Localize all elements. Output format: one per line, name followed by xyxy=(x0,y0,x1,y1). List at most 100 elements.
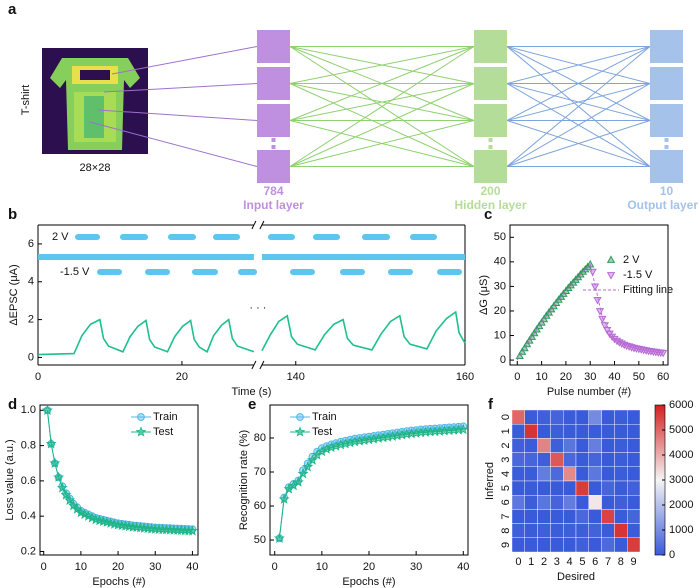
marker xyxy=(525,336,534,344)
heat-cell xyxy=(588,480,602,496)
x-tick-label: 20 xyxy=(176,371,188,383)
shirt-detail xyxy=(84,96,104,138)
pulse xyxy=(213,234,240,240)
heat-cell xyxy=(588,438,602,453)
legend-label: 2 V xyxy=(623,254,640,266)
heat-cell xyxy=(511,424,526,439)
image-connection xyxy=(89,121,258,167)
heat-cell xyxy=(601,466,615,482)
heat-cell xyxy=(563,509,577,524)
legend-marker xyxy=(294,426,306,437)
panel-letter: f xyxy=(488,396,494,413)
legend-label: Fitting line xyxy=(623,284,673,296)
marker xyxy=(297,467,309,479)
x-tick-label: 0 xyxy=(514,371,520,383)
heat-cell xyxy=(511,466,526,482)
heat-cell xyxy=(524,509,538,524)
heat-cell xyxy=(627,424,641,439)
pulse-rail xyxy=(261,254,465,260)
y-axis-title: Loss value (a.u.) xyxy=(4,439,16,520)
heat-cell xyxy=(601,409,615,425)
marker xyxy=(354,435,366,446)
legend-label: Test xyxy=(153,426,173,438)
x-tick-label: 0 xyxy=(272,561,278,573)
panel-letter: b xyxy=(8,206,17,223)
pulse xyxy=(192,269,218,275)
marker xyxy=(522,339,532,348)
y-tick-label: 0.2 xyxy=(21,545,36,557)
x-tick-label: 0 xyxy=(515,556,521,568)
heat-cell xyxy=(601,438,615,453)
connection xyxy=(506,46,651,167)
heat-cell xyxy=(550,424,564,439)
heat-cell xyxy=(563,523,577,538)
connection xyxy=(506,46,651,121)
x-tick-label: 160 xyxy=(456,371,474,383)
x-tick-label: 3 xyxy=(554,556,560,568)
heat-cell xyxy=(524,424,538,439)
heat-cell xyxy=(627,409,641,425)
y-axis-title: Inferred xyxy=(484,462,496,500)
pulse xyxy=(75,234,100,240)
marker xyxy=(330,440,342,451)
x-tick-label: 40 xyxy=(186,561,198,573)
marker xyxy=(349,435,361,447)
heat-cell xyxy=(614,424,628,439)
heat-cell xyxy=(537,509,551,524)
marker xyxy=(56,482,68,493)
y-tick-label: 9 xyxy=(500,542,512,548)
marker xyxy=(344,437,356,448)
pulse xyxy=(388,269,413,275)
heat-cell xyxy=(511,495,526,510)
connection xyxy=(289,46,475,167)
neuron xyxy=(257,67,290,100)
connection xyxy=(289,83,475,121)
y-tick-label: 0 xyxy=(500,414,512,420)
heat-cell xyxy=(550,466,564,482)
heat-cell xyxy=(511,452,526,468)
heat-cell xyxy=(601,452,615,468)
y-tick-label: 60 xyxy=(254,500,266,512)
x-axis-title: Desired xyxy=(557,571,595,583)
y-tick-label: 20 xyxy=(494,305,506,317)
heat-cell xyxy=(550,509,564,524)
panel-letter: c xyxy=(484,206,492,223)
heat-cell xyxy=(575,495,590,510)
marker xyxy=(292,476,304,487)
ellipsis-dot xyxy=(271,131,276,135)
marker xyxy=(306,454,318,465)
heat-cell xyxy=(511,509,526,524)
y-tick-label: 0 xyxy=(28,351,34,363)
layer-count: 784 xyxy=(263,184,283,198)
y-tick-label: 2 xyxy=(28,314,34,326)
y-axis-title: ΔEPSC (μA) xyxy=(8,264,20,325)
y-tick-label: 8 xyxy=(500,528,512,534)
heat-cell xyxy=(601,509,615,524)
y-tick-label: 0.6 xyxy=(21,475,36,487)
ellipsis-dot xyxy=(488,145,493,149)
heat-cell xyxy=(575,537,590,553)
heat-cell xyxy=(563,495,577,510)
heat-cell xyxy=(537,452,551,468)
annotation: · · · xyxy=(249,302,266,314)
x-tick-label: 5 xyxy=(579,556,585,568)
x-tick-label: 6 xyxy=(592,556,598,568)
x-tick-label: 0 xyxy=(41,561,47,573)
legend-marker xyxy=(606,255,616,263)
pulse xyxy=(437,269,462,275)
pulse xyxy=(97,269,122,275)
marker xyxy=(273,532,285,543)
legend-marker xyxy=(296,413,304,421)
marker xyxy=(588,268,597,277)
pulse xyxy=(168,234,196,240)
marker xyxy=(368,433,380,444)
heat-cell xyxy=(588,409,602,425)
marker xyxy=(396,429,408,440)
y-tick-label: 40 xyxy=(494,256,506,268)
x-tick-label: 30 xyxy=(149,561,161,573)
marker xyxy=(41,404,53,415)
marker xyxy=(302,461,314,472)
heat-cell xyxy=(524,495,538,510)
y-tick-label: 1 xyxy=(500,428,512,434)
heat-cell xyxy=(537,495,551,510)
